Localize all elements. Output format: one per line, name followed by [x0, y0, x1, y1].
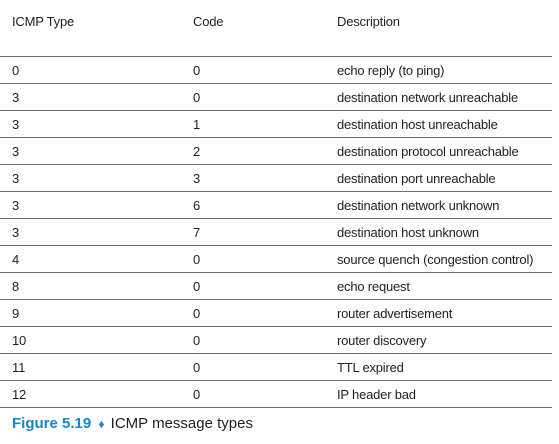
- cell-icmp-type: 0: [0, 56, 181, 84]
- cell-description: IP header bad: [325, 380, 552, 408]
- cell-code: 0: [181, 83, 325, 111]
- cell-icmp-type: 3: [0, 191, 181, 219]
- cell-icmp-type: 8: [0, 272, 181, 300]
- cell-code: 1: [181, 110, 325, 138]
- table-row: 3 1 destination host unreachable: [0, 110, 552, 138]
- cell-code: 6: [181, 191, 325, 219]
- table-row: 10 0 router discovery: [0, 326, 552, 354]
- table-row: 11 0 TTL expired: [0, 353, 552, 381]
- cell-description: echo request: [325, 272, 552, 300]
- figure-number: Figure 5.19: [12, 415, 92, 432]
- cell-code: 2: [181, 137, 325, 165]
- table-header-row: ICMP Type Code Description: [0, 0, 552, 57]
- table-row: 4 0 source quench (congestion control): [0, 245, 552, 273]
- cell-description: router advertisement: [325, 299, 552, 327]
- cell-code: 7: [181, 218, 325, 246]
- cell-icmp-type: 3: [0, 137, 181, 165]
- cell-icmp-type: 4: [0, 245, 181, 273]
- table-row: 3 6 destination network unknown: [0, 191, 552, 219]
- table-row: 9 0 router advertisement: [0, 299, 552, 327]
- cell-description: echo reply (to ping): [325, 56, 552, 84]
- table-row: 3 2 destination protocol unreachable: [0, 137, 552, 165]
- column-header-description: Description: [325, 0, 552, 57]
- cell-code: 0: [181, 245, 325, 273]
- cell-icmp-type: 9: [0, 299, 181, 327]
- icmp-types-table: ICMP Type Code Description 0 0 echo reply …: [0, 0, 552, 408]
- column-header-code: Code: [181, 0, 325, 57]
- cell-icmp-type: 11: [0, 353, 181, 381]
- table-row: 3 0 destination network unreachable: [0, 83, 552, 111]
- cell-code: 0: [181, 326, 325, 354]
- column-header-icmp-type: ICMP Type: [0, 0, 181, 57]
- cell-description: destination port unreachable: [325, 164, 552, 192]
- table-row: 0 0 echo reply (to ping): [0, 56, 552, 84]
- cell-code: 0: [181, 380, 325, 408]
- table-row: 8 0 echo request: [0, 272, 552, 300]
- cell-description: router discovery: [325, 326, 552, 354]
- cell-description: destination host unreachable: [325, 110, 552, 138]
- cell-icmp-type: 3: [0, 218, 181, 246]
- cell-description: destination protocol unreachable: [325, 137, 552, 165]
- figure-title: ICMP message types: [110, 415, 253, 432]
- caption-separator-diamond: ♦: [98, 417, 105, 431]
- figure-caption: Figure 5.19 ♦ ICMP message types: [12, 415, 253, 432]
- cell-icmp-type: 3: [0, 83, 181, 111]
- cell-code: 0: [181, 272, 325, 300]
- cell-icmp-type: 3: [0, 164, 181, 192]
- cell-description: TTL expired: [325, 353, 552, 381]
- cell-code: 0: [181, 299, 325, 327]
- table-row: 12 0 IP header bad: [0, 380, 552, 408]
- cell-description: destination network unreachable: [325, 83, 552, 111]
- cell-description: destination network unknown: [325, 191, 552, 219]
- cell-code: 0: [181, 56, 325, 84]
- table-body: 0 0 echo reply (to ping) 3 0 destination netw…: [0, 56, 552, 408]
- cell-code: 0: [181, 353, 325, 381]
- cell-description: source quench (congestion control): [325, 245, 552, 273]
- cell-code: 3: [181, 164, 325, 192]
- cell-icmp-type: 10: [0, 326, 181, 354]
- cell-icmp-type: 12: [0, 380, 181, 408]
- cell-description: destination host unknown: [325, 218, 552, 246]
- cell-icmp-type: 3: [0, 110, 181, 138]
- icmp-table-container: ICMP Type Code Description 0 0 echo reply …: [0, 0, 552, 408]
- table-row: 3 3 destination port unreachable: [0, 164, 552, 192]
- table-row: 3 7 destination host unknown: [0, 218, 552, 246]
